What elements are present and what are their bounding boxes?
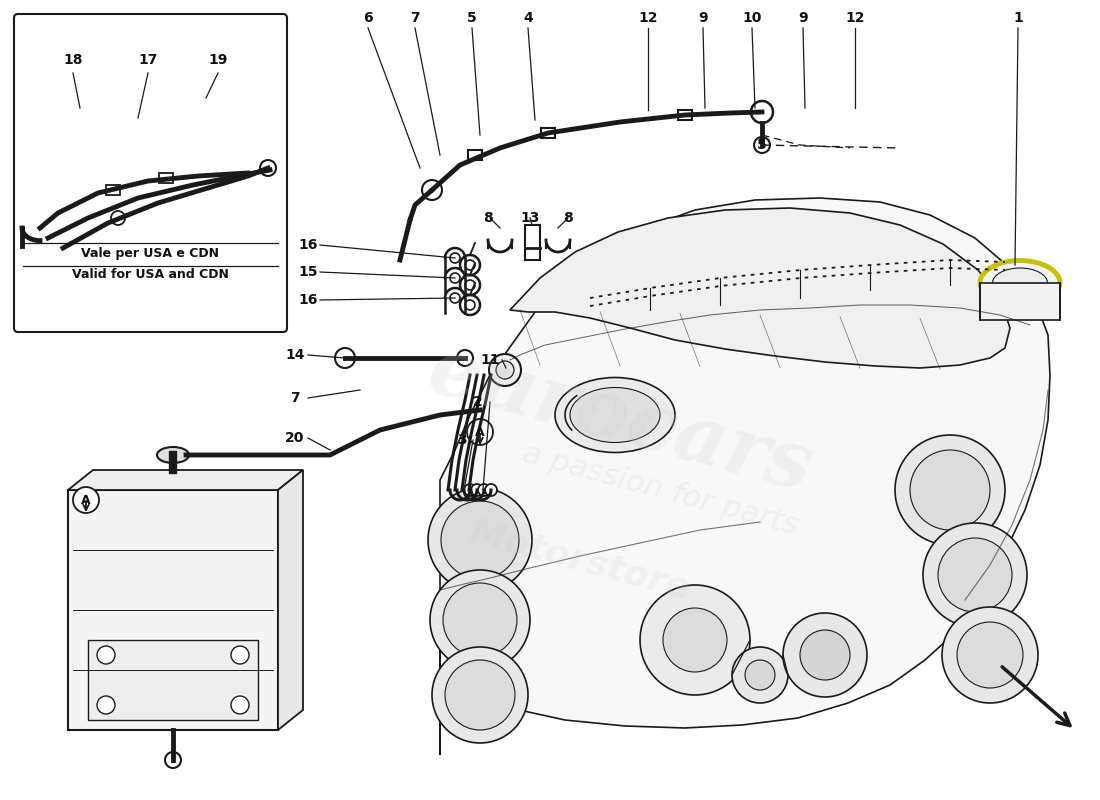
Text: A: A	[475, 426, 485, 438]
Circle shape	[496, 361, 514, 379]
Text: 3: 3	[458, 433, 466, 447]
Text: 7: 7	[290, 391, 300, 405]
Circle shape	[465, 260, 475, 270]
Polygon shape	[510, 208, 1010, 368]
Text: 14: 14	[285, 348, 305, 362]
Polygon shape	[440, 198, 1050, 755]
Bar	[525, 225, 540, 260]
Ellipse shape	[570, 387, 660, 442]
Circle shape	[464, 484, 476, 496]
FancyBboxPatch shape	[14, 14, 287, 332]
Circle shape	[640, 585, 750, 695]
Bar	[541, 128, 556, 138]
Circle shape	[443, 583, 517, 657]
Circle shape	[942, 607, 1038, 703]
Circle shape	[465, 280, 475, 290]
Circle shape	[490, 354, 521, 386]
Circle shape	[745, 660, 776, 690]
Ellipse shape	[980, 261, 1060, 306]
Polygon shape	[68, 470, 302, 490]
Text: 12: 12	[638, 11, 658, 25]
Ellipse shape	[992, 268, 1047, 298]
Text: 8: 8	[563, 211, 573, 225]
Circle shape	[938, 538, 1012, 612]
Text: 20: 20	[285, 431, 305, 445]
Circle shape	[165, 752, 182, 768]
Text: 8: 8	[483, 211, 493, 225]
Circle shape	[450, 273, 460, 283]
Text: 4: 4	[524, 11, 532, 25]
Circle shape	[260, 160, 276, 176]
Text: Motorstore: Motorstore	[466, 514, 694, 606]
Bar	[160, 173, 173, 183]
Text: 17: 17	[139, 53, 157, 67]
Circle shape	[97, 646, 116, 664]
Circle shape	[450, 253, 460, 263]
Text: 13: 13	[520, 211, 540, 225]
Text: 11: 11	[481, 353, 499, 367]
Circle shape	[465, 300, 475, 310]
Circle shape	[923, 523, 1027, 627]
Bar	[106, 185, 120, 195]
Polygon shape	[278, 470, 303, 730]
Circle shape	[895, 435, 1005, 545]
Text: 5: 5	[468, 11, 477, 25]
Bar	[678, 110, 692, 120]
Circle shape	[471, 484, 483, 496]
Circle shape	[446, 660, 515, 730]
Text: 15: 15	[298, 265, 318, 279]
Circle shape	[97, 696, 116, 714]
Text: Valid for USA and CDN: Valid for USA and CDN	[72, 269, 229, 282]
Text: 2: 2	[473, 395, 483, 409]
Text: 7: 7	[410, 11, 420, 25]
Text: 6: 6	[363, 11, 373, 25]
Circle shape	[910, 450, 990, 530]
Circle shape	[663, 608, 727, 672]
Text: a passion for parts: a passion for parts	[519, 439, 801, 541]
Circle shape	[450, 293, 460, 303]
Circle shape	[456, 350, 473, 366]
Bar	[88, 640, 258, 720]
Circle shape	[732, 647, 788, 703]
Circle shape	[754, 137, 770, 153]
Text: Vale per USA e CDN: Vale per USA e CDN	[81, 246, 219, 259]
Ellipse shape	[157, 447, 189, 463]
Circle shape	[428, 488, 532, 592]
Bar	[980, 283, 1060, 320]
FancyBboxPatch shape	[68, 490, 278, 730]
Text: 18: 18	[64, 53, 82, 67]
Text: 5: 5	[757, 138, 767, 152]
Circle shape	[441, 501, 519, 579]
Circle shape	[478, 484, 490, 496]
Ellipse shape	[556, 378, 675, 453]
Circle shape	[432, 647, 528, 743]
Circle shape	[422, 180, 442, 200]
Text: 19: 19	[208, 53, 228, 67]
Circle shape	[73, 487, 99, 513]
Text: 1: 1	[1013, 11, 1023, 25]
Text: 16: 16	[298, 238, 318, 252]
Circle shape	[957, 622, 1023, 688]
Circle shape	[485, 484, 497, 496]
Circle shape	[336, 348, 355, 368]
Circle shape	[751, 101, 773, 123]
Text: 10: 10	[742, 11, 761, 25]
Circle shape	[231, 646, 249, 664]
Text: 9: 9	[698, 11, 707, 25]
Text: 16: 16	[298, 293, 318, 307]
Circle shape	[231, 696, 249, 714]
Text: 9: 9	[799, 11, 807, 25]
Circle shape	[468, 419, 493, 445]
Text: A: A	[81, 494, 91, 506]
Text: eurocars: eurocars	[419, 331, 821, 509]
Circle shape	[800, 630, 850, 680]
Circle shape	[783, 613, 867, 697]
Bar	[468, 150, 482, 160]
Text: 12: 12	[845, 11, 865, 25]
Circle shape	[430, 570, 530, 670]
Circle shape	[111, 211, 125, 225]
